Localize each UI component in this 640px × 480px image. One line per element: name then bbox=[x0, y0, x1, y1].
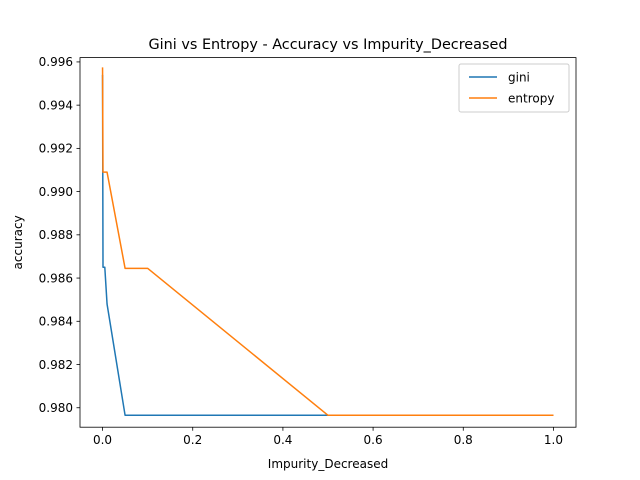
x-tick-label: 1.0 bbox=[544, 433, 563, 447]
legend: gini entropy bbox=[458, 63, 570, 113]
y-tick-label: 0.984 bbox=[39, 315, 73, 329]
x-tick-label: 0.6 bbox=[364, 433, 383, 447]
x-tick-label: 0.2 bbox=[183, 433, 202, 447]
x-tick-label: 0.0 bbox=[93, 433, 112, 447]
y-axis-ticks: 0.980 0.982 0.984 0.986 0.988 0.990 0.992 0.994… bbox=[39, 55, 80, 415]
legend-label-entropy: entropy bbox=[508, 92, 554, 106]
x-axis-ticks: 0.0 0.2 0.4 0.6 0.8 1.0 bbox=[93, 427, 563, 447]
y-tick-label: 0.996 bbox=[39, 55, 73, 69]
series-line-gini bbox=[101, 74, 554, 417]
legend-frame bbox=[458, 63, 570, 113]
axes-frame bbox=[79, 57, 577, 428]
series-line-entropy bbox=[101, 67, 554, 417]
chart-title: Gini vs Entropy - Accuracy vs Impurity_D… bbox=[149, 37, 508, 53]
plot-lines bbox=[101, 67, 554, 417]
y-tick-label: 0.980 bbox=[39, 401, 73, 415]
y-tick-label: 0.992 bbox=[39, 142, 73, 156]
y-tick-label: 0.982 bbox=[39, 358, 73, 372]
y-tick-label: 0.990 bbox=[39, 185, 73, 199]
y-tick-label: 0.994 bbox=[39, 98, 73, 112]
y-tick-label: 0.986 bbox=[39, 271, 73, 285]
x-axis-label: Impurity_Decreased bbox=[268, 457, 388, 471]
legend-label-gini: gini bbox=[508, 71, 530, 85]
y-tick-label: 0.988 bbox=[39, 228, 73, 242]
x-tick-label: 0.8 bbox=[454, 433, 473, 447]
x-tick-label: 0.4 bbox=[273, 433, 292, 447]
y-axis-label: accuracy bbox=[11, 215, 25, 269]
